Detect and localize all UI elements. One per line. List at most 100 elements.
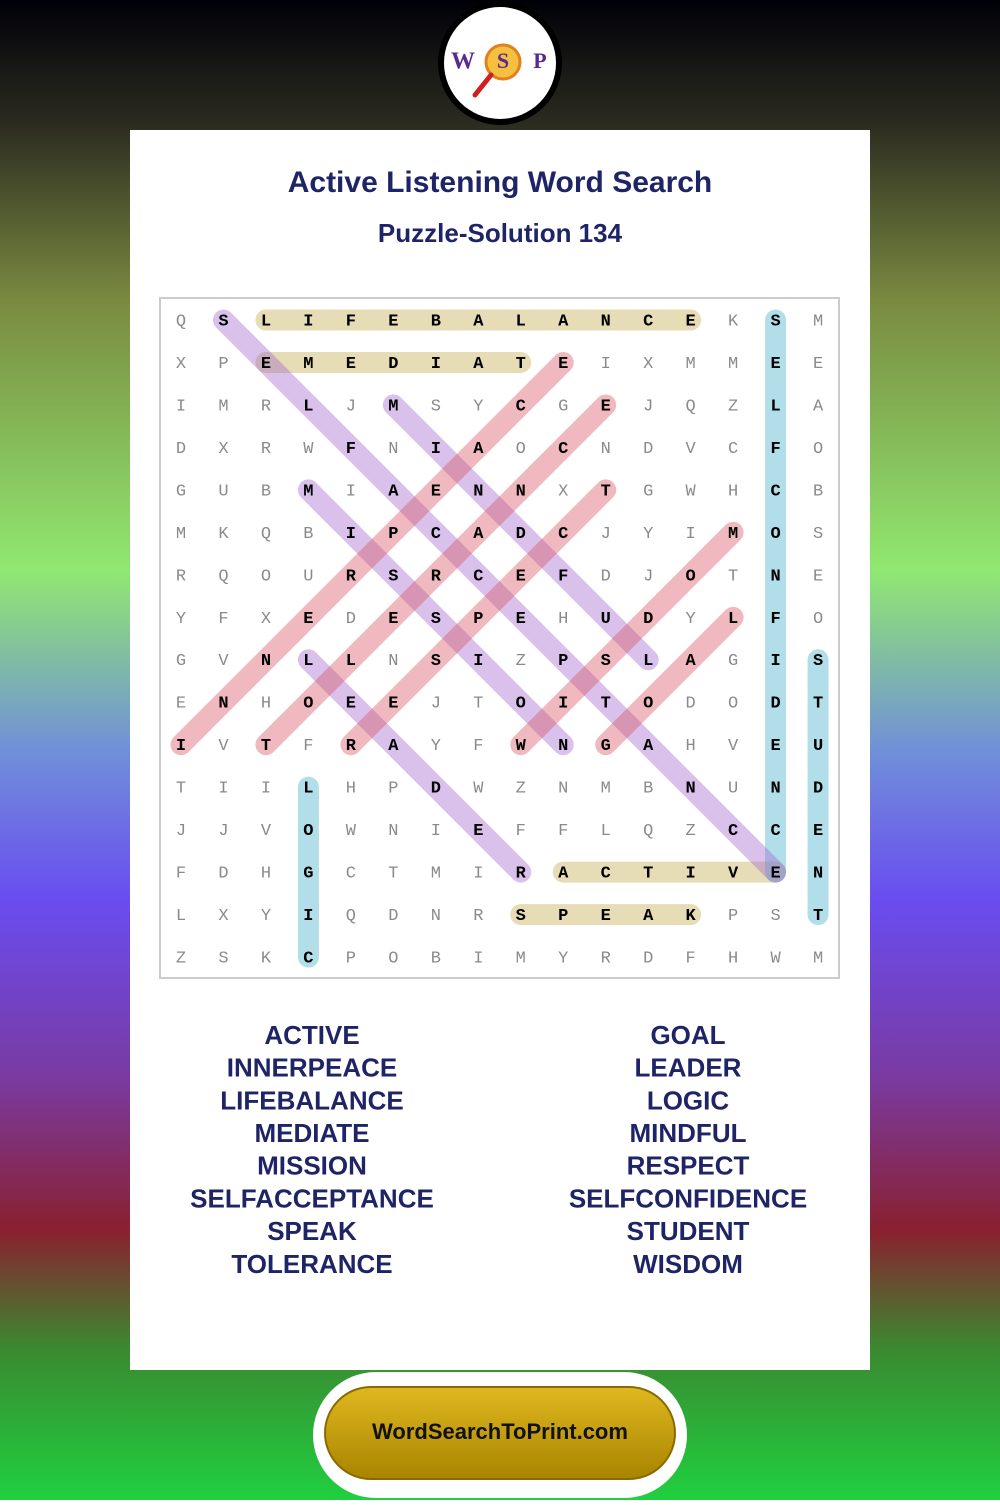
grid-letter: L <box>728 610 738 629</box>
grid-letter: Y <box>686 610 696 629</box>
grid-letter: P <box>728 907 738 926</box>
grid-letter: I <box>558 695 568 714</box>
grid-letter: A <box>388 482 399 501</box>
grid-letter: Q <box>176 312 186 331</box>
footer-text[interactable]: WordSearchToPrint.com <box>372 1419 628 1444</box>
grid-letter: X <box>261 610 271 629</box>
grid-letter: H <box>261 695 271 714</box>
word: SELFACCEPTANCE <box>190 1183 434 1213</box>
footer-button[interactable] <box>324 1386 676 1480</box>
grid-letter: F <box>770 610 780 629</box>
highlight <box>510 521 744 756</box>
grid-letter: O <box>388 950 398 969</box>
grid-letter: M <box>686 355 696 374</box>
grid-letter: E <box>261 355 271 374</box>
grid-letter: H <box>346 780 356 799</box>
grid-letter: S <box>516 907 526 926</box>
grid-letter: M <box>601 780 611 799</box>
grid-letter: H <box>728 950 738 969</box>
grid-letter: T <box>261 737 271 756</box>
grid-letter: C <box>558 440 568 459</box>
grid-letter: R <box>516 865 527 884</box>
grid-letter: X <box>558 482 568 501</box>
grid-letter: D <box>176 440 186 459</box>
logo-letter: P <box>533 48 546 73</box>
grid-letter: M <box>516 950 526 969</box>
grid-letter: T <box>516 355 526 374</box>
grid-letter: D <box>601 567 611 586</box>
grid-letter: I <box>686 865 696 884</box>
grid-letter: A <box>558 865 569 884</box>
grid-letter: E <box>813 567 823 586</box>
grid-letter: E <box>388 312 398 331</box>
grid-letter: T <box>176 780 186 799</box>
grid-letter: K <box>218 525 229 544</box>
grid-letter: C <box>473 567 483 586</box>
grid-letter: C <box>770 482 780 501</box>
grid-letter: W <box>516 737 527 756</box>
grid-letter: O <box>303 822 313 841</box>
grid-letter: N <box>686 780 696 799</box>
grid-letter: C <box>770 822 780 841</box>
grid-letter: E <box>346 355 356 374</box>
grid-letter: I <box>346 525 356 544</box>
grid-letter: I <box>473 950 483 969</box>
grid-letter: D <box>388 907 398 926</box>
grid-letter: N <box>516 482 526 501</box>
grid-letter: D <box>813 780 823 799</box>
grid-letter: T <box>643 865 653 884</box>
grid-letter: V <box>218 652 229 671</box>
grid-letter: P <box>558 652 568 671</box>
grid-letter: L <box>303 397 313 416</box>
grid-letter: O <box>813 440 823 459</box>
word: TOLERANCE <box>231 1249 392 1279</box>
grid-letter: B <box>431 950 441 969</box>
grid-letter: P <box>388 525 398 544</box>
grid-letter: O <box>516 695 526 714</box>
grid-letter: A <box>473 440 484 459</box>
grid-letter: T <box>813 695 823 714</box>
grid-letter: T <box>601 482 611 501</box>
grid-letter: G <box>728 652 738 671</box>
grid-letter: E <box>558 355 568 374</box>
grid-letter: A <box>643 907 654 926</box>
grid-letter: N <box>813 865 823 884</box>
word: STUDENT <box>627 1216 750 1246</box>
grid-letter: O <box>303 695 313 714</box>
highlight <box>595 606 744 756</box>
grid-letter: S <box>813 652 823 671</box>
grid-letter: O <box>643 695 653 714</box>
grid-letter: W <box>770 950 781 969</box>
grid-letter: Y <box>643 525 653 544</box>
grid-letter: Y <box>261 907 271 926</box>
grid-letter: C <box>558 525 568 544</box>
grid-letter: A <box>558 312 569 331</box>
grid-letter: D <box>643 610 653 629</box>
grid-letter: N <box>218 695 228 714</box>
grid-letter: B <box>813 482 823 501</box>
grid-letter: Y <box>558 950 568 969</box>
grid-letter: R <box>431 567 442 586</box>
grid-letter: M <box>303 482 313 501</box>
grid-letter: P <box>558 907 568 926</box>
highlight <box>297 649 532 883</box>
grid-letter: M <box>218 397 228 416</box>
grid-letter: P <box>473 610 483 629</box>
grid-letter: Q <box>218 567 228 586</box>
grid-letter: D <box>643 440 653 459</box>
grid-letter: M <box>388 397 398 416</box>
grid-letter: H <box>558 610 568 629</box>
grid-letter: B <box>431 312 441 331</box>
grid-letter: A <box>473 525 484 544</box>
grid-letter: D <box>643 950 653 969</box>
grid-letter: Y <box>431 737 441 756</box>
grid-letter: N <box>388 440 398 459</box>
panel <box>130 130 870 1370</box>
grid-letter: W <box>346 822 357 841</box>
grid-letter: W <box>686 482 697 501</box>
grid-letter: I <box>303 312 313 331</box>
grid-letter: S <box>431 397 441 416</box>
grid-letter: O <box>686 567 696 586</box>
grid-letter: E <box>770 865 780 884</box>
grid-letter: N <box>601 312 611 331</box>
